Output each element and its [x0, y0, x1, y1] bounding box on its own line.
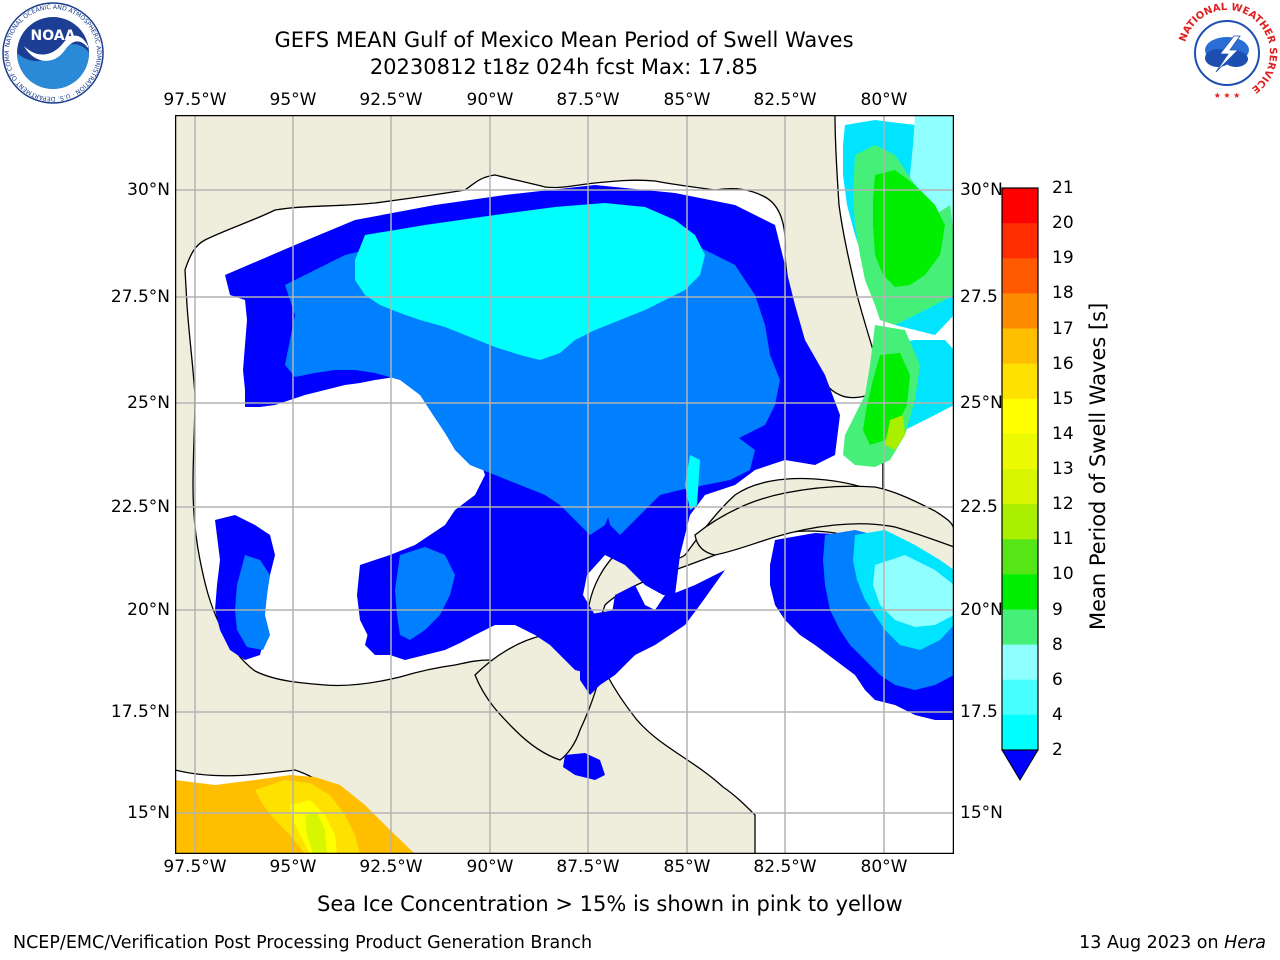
colorbar-tick-label: 4 — [1052, 704, 1063, 725]
colorbar-segment — [1002, 188, 1038, 224]
map-canvas — [174, 114, 955, 855]
colorbar-segment — [1002, 679, 1038, 716]
colorbar-tick-label: 2 — [1052, 740, 1063, 760]
colorbar-svg — [1001, 187, 1039, 781]
run-machine: Hera — [1224, 933, 1266, 953]
run-date: 13 Aug 2023 on Hera — [1079, 932, 1266, 954]
lat-tick-left-3: 25°N — [127, 393, 170, 413]
lat-tick-left-5: 20°N — [127, 600, 170, 620]
colorbar — [1000, 186, 1040, 782]
colorbar-tick-label: 6 — [1052, 669, 1063, 690]
colorbar-under-triangle — [1001, 749, 1039, 781]
lat-tick-right-3: 25°N — [960, 393, 1003, 413]
lat-tick-right-2: 27.5 — [960, 287, 998, 307]
colorbar-labels: 21 20 19 18 17 16 15 14 13 12 11 10 9 8 6 4 2 — [1052, 0, 1092, 960]
lat-tick-right-1: 30°N — [960, 180, 1003, 200]
lat-tick-left-7: 15°N — [127, 803, 170, 823]
colorbar-segment — [1002, 328, 1038, 365]
lon-tick-bottom-6: 85°W — [663, 857, 711, 877]
map-frame — [174, 114, 955, 855]
chart-title-line1: GEFS MEAN Gulf of Mexico Mean Period of … — [274, 28, 854, 52]
lon-tick-top-7: 82.5°W — [753, 90, 817, 110]
colorbar-title: Mean Period of Swell Waves [s] — [1086, 302, 1110, 630]
lon-tick-bottom-1: 97.5°W — [163, 857, 227, 877]
colorbar-tick-label: 18 — [1052, 283, 1074, 304]
colorbar-tick-label: 13 — [1052, 459, 1074, 479]
lon-tick-top-1: 97.5°W — [163, 90, 227, 110]
colorbar-tick-label: 11 — [1052, 529, 1074, 550]
map-panel — [174, 114, 955, 855]
lon-tick-bottom-4: 90°W — [466, 857, 514, 877]
lat-tick-left-1: 30°N — [127, 180, 170, 200]
colorbar-segment — [1002, 398, 1038, 435]
lat-tick-right-4: 22.5 — [960, 497, 998, 517]
colorbar-tick-label: 10 — [1052, 564, 1074, 585]
colorbar-segment — [1002, 714, 1038, 751]
run-date-text: 13 Aug 2023 on — [1079, 933, 1225, 953]
colorbar-segment — [1002, 504, 1038, 540]
colorbar-segment — [1002, 469, 1038, 505]
lat-tick-left-4: 22.5°N — [110, 497, 170, 517]
colorbar-segment — [1002, 609, 1038, 646]
noaa-logo: NATIONAL OCEANIC AND ATMOSPHERIC ADMINIS… — [0, 0, 104, 104]
colorbar-frame — [1001, 187, 1039, 751]
colorbar-segment — [1002, 363, 1038, 400]
branch-credit: NCEP/EMC/Verification Post Processing Pr… — [13, 933, 593, 953]
colorbar-segment — [1002, 539, 1038, 575]
colorbar-tick-label: 21 — [1052, 178, 1074, 198]
colorbar-tick-label: 19 — [1052, 248, 1074, 269]
lon-tick-bottom-3: 92.5°W — [359, 857, 423, 877]
lon-tick-top-8: 80°W — [860, 90, 908, 110]
colorbar-segment — [1002, 574, 1038, 610]
lat-tick-left-2: 27.5°N — [110, 287, 170, 307]
colorbar-segment — [1002, 433, 1038, 470]
colorbar-tick-label: 20 — [1052, 213, 1074, 234]
svg-text:★ ★ ★: ★ ★ ★ — [1214, 91, 1241, 100]
colorbar-segment — [1002, 293, 1038, 329]
lat-tick-right-6: 17.5 — [960, 702, 998, 722]
chart-title-line2: 20230812 t18z 024h fcst Max: 17.85 — [369, 55, 759, 79]
colorbar-tick-label: 12 — [1052, 494, 1074, 515]
lon-tick-top-6: 85°W — [663, 90, 711, 110]
lon-tick-bottom-2: 95°W — [269, 857, 317, 877]
colorbar-tick-label: 8 — [1052, 634, 1063, 655]
colorbar-tick-label: 15 — [1052, 388, 1074, 409]
lat-tick-left-6: 17.5°N — [110, 702, 170, 722]
lon-tick-top-2: 95°W — [269, 90, 317, 110]
colorbar-tick-label: 16 — [1052, 353, 1074, 374]
lon-tick-bottom-8: 80°W — [860, 857, 908, 877]
map-gridlines — [175, 115, 954, 854]
lon-tick-top-4: 90°W — [466, 90, 514, 110]
cuba-land — [694, 485, 955, 556]
colorbar-segment — [1002, 644, 1038, 681]
colorbar-tick-label: 17 — [1052, 318, 1074, 339]
nws-logo: NATIONAL WEATHER SERVICE ★ ★ ★ — [1176, 2, 1278, 104]
lon-tick-top-3: 92.5°W — [359, 90, 423, 110]
lon-tick-bottom-7: 82.5°W — [753, 857, 817, 877]
colorbar-tick-label: 14 — [1052, 423, 1074, 444]
lon-tick-bottom-5: 87.5°W — [556, 857, 620, 877]
lat-tick-right-7: 15°N — [960, 803, 1003, 823]
colorbar-segment — [1002, 223, 1038, 259]
lon-tick-top-5: 87.5°W — [556, 90, 620, 110]
lat-tick-right-5: 20°N — [960, 600, 1003, 620]
sea-ice-note: Sea Ice Concentration > 15% is shown in … — [317, 892, 903, 916]
noaa-logo-text: NOAA — [31, 28, 76, 44]
colorbar-segment — [1002, 258, 1038, 294]
colorbar-tick-label: 9 — [1052, 599, 1063, 620]
